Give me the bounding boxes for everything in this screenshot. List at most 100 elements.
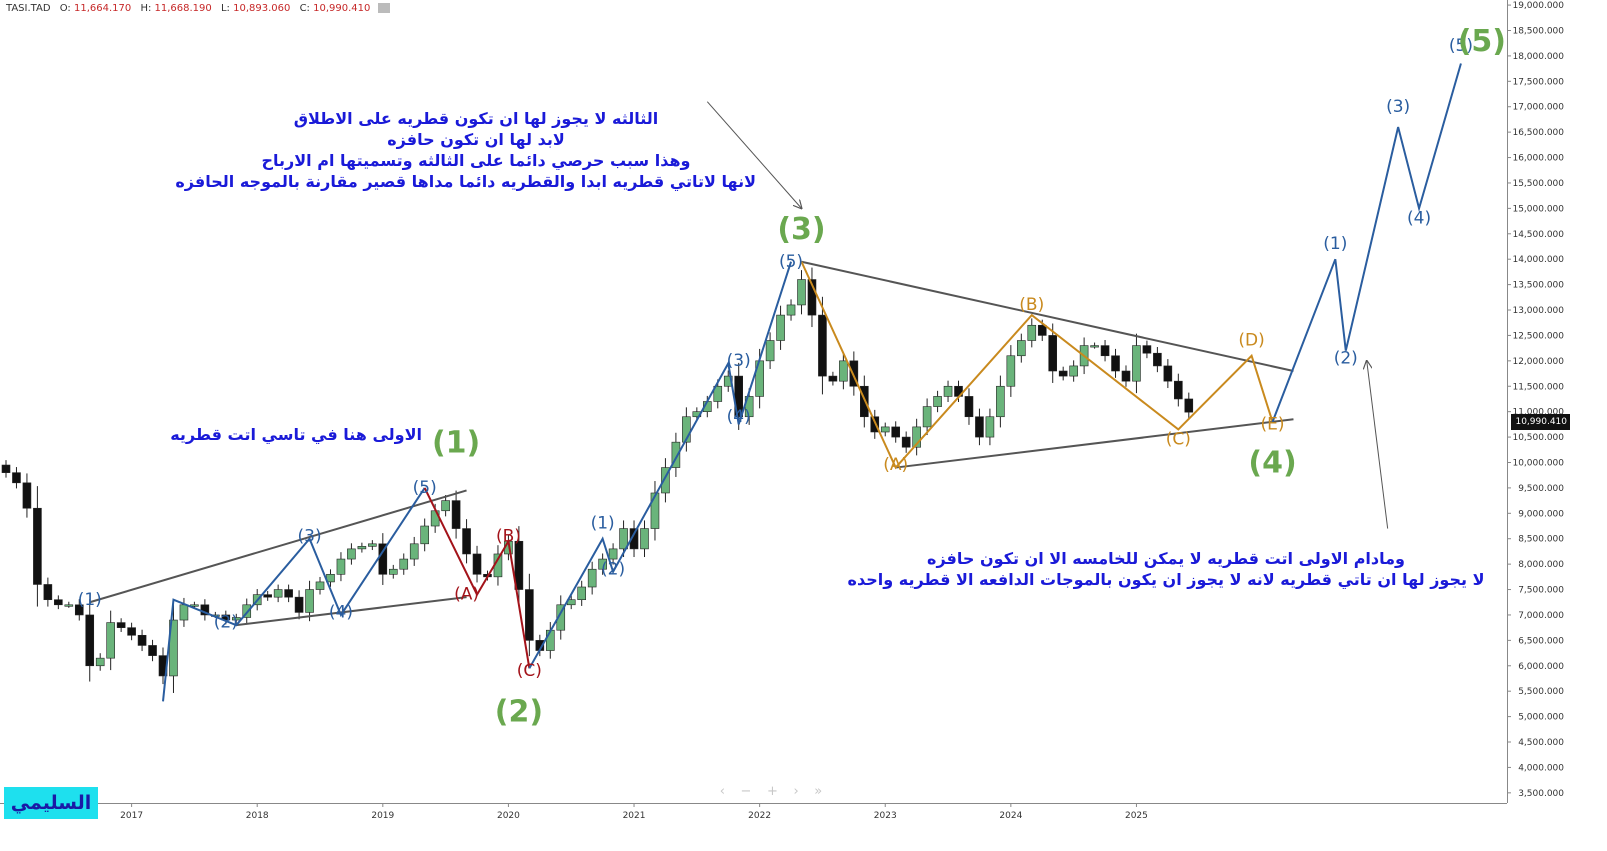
- y-tick-label: 11,500.000: [1512, 382, 1564, 392]
- y-tick-label: 16,500.000: [1512, 128, 1564, 138]
- scroll-left-icon[interactable]: ‹: [719, 783, 725, 799]
- trend-line: [801, 260, 1294, 372]
- y-tick-label: 11,000.000: [1512, 408, 1564, 418]
- candle: [127, 627, 136, 636]
- candle: [849, 360, 859, 387]
- wave-path: [1271, 63, 1462, 423]
- y-tick-label: 18,500.000: [1512, 26, 1564, 36]
- chart-nav-controls: ‹ − + › »: [712, 783, 830, 799]
- candle: [577, 586, 586, 601]
- candle: [556, 604, 566, 631]
- candle: [420, 525, 429, 545]
- candle: [786, 304, 796, 316]
- candle: [315, 581, 325, 590]
- candle: [54, 599, 63, 606]
- wave-label: (1): [78, 590, 102, 610]
- y-tick-label: 9,500.000: [1518, 484, 1564, 494]
- candle: [1153, 352, 1162, 367]
- candle: [336, 558, 346, 575]
- candle: [263, 594, 272, 598]
- candle: [273, 589, 283, 598]
- y-tick-label: 12,000.000: [1512, 357, 1564, 367]
- close-value: 10,990.410: [313, 3, 371, 14]
- x-tick-label: 2025: [1125, 811, 1148, 821]
- candle: [399, 558, 409, 570]
- annotation-line: الثالثه لا يجوز لها ان تكون قطريه على ال…: [293, 109, 659, 128]
- candle: [922, 406, 932, 428]
- open-label: O:: [59, 3, 71, 14]
- wave-label: (D): [1238, 331, 1264, 351]
- y-tick-label: 10,500.000: [1512, 433, 1564, 443]
- candle: [776, 314, 785, 341]
- wave-path: [162, 487, 426, 702]
- candle: [64, 604, 74, 607]
- candle: [1058, 370, 1068, 377]
- candle: [179, 604, 189, 621]
- annotation-line: الاولى هنا في تاسي اتت قطريه: [170, 425, 422, 444]
- candle: [901, 436, 911, 448]
- candle: [640, 528, 649, 550]
- candle: [106, 622, 115, 659]
- y-tick-label: 7,000.000: [1518, 611, 1564, 621]
- major-wave-label: (2): [495, 695, 543, 730]
- candle: [975, 416, 984, 438]
- close-label: C:: [299, 3, 310, 14]
- wave-label: (E): [1261, 414, 1285, 434]
- candle: [671, 441, 681, 468]
- candle: [1006, 355, 1016, 387]
- annotation-arrow: [1367, 361, 1389, 529]
- candle: [1, 464, 11, 473]
- more-icon[interactable]: [377, 3, 390, 13]
- candle: [305, 589, 314, 613]
- candle: [472, 553, 482, 575]
- annotation-fifth-wave: ومادام الاولى اتت قطريه لا يمكن للخامسه …: [846, 548, 1486, 590]
- wave-label: (C): [1166, 430, 1191, 450]
- candle: [441, 500, 450, 512]
- x-tick-label: 2020: [497, 811, 520, 821]
- major-wave-label: (5): [1458, 24, 1506, 59]
- candle: [1017, 340, 1026, 357]
- candle: [137, 634, 147, 646]
- candle: [43, 584, 53, 601]
- annotation-line: وهذا سبب حرصي دائما على الثالثه وتسميتها…: [261, 151, 691, 170]
- x-tick-label: 2017: [120, 811, 143, 821]
- candle: [116, 622, 126, 628]
- candle: [807, 279, 817, 316]
- zoom-out-icon[interactable]: −: [740, 783, 752, 799]
- candle: [860, 385, 869, 418]
- candle: [943, 385, 953, 397]
- candle: [451, 500, 461, 529]
- wave-label: (4): [727, 407, 751, 427]
- wave-label: (2): [1334, 348, 1358, 368]
- wave-label: (4): [329, 602, 353, 622]
- candle: [619, 528, 628, 550]
- candle: [1111, 355, 1120, 372]
- candle: [629, 528, 639, 550]
- y-tick-label: 12,500.000: [1512, 331, 1564, 341]
- major-wave-label: (1): [432, 425, 480, 460]
- candle: [294, 596, 304, 613]
- wave-path: [528, 261, 792, 669]
- scroll-right-icon[interactable]: ›: [793, 783, 799, 799]
- last-price-tag: 10,990.410: [1511, 414, 1570, 430]
- candle: [933, 396, 942, 407]
- candle: [284, 589, 293, 598]
- candle: [870, 416, 880, 433]
- y-tick-label: 13,000.000: [1512, 306, 1564, 316]
- candle: [828, 375, 838, 382]
- reset-scroll-icon[interactable]: »: [814, 783, 823, 799]
- y-tick-label: 5,500.000: [1518, 687, 1564, 697]
- wave-label: (A): [883, 455, 908, 475]
- candle: [1174, 380, 1183, 400]
- candle: [912, 426, 921, 448]
- zoom-in-icon[interactable]: +: [767, 783, 778, 799]
- candle: [797, 279, 806, 306]
- annotation-arrow: [706, 101, 801, 209]
- candle: [1100, 345, 1110, 357]
- candle: [242, 604, 252, 618]
- y-tick-label: 14,000.000: [1512, 255, 1564, 265]
- annotation-line: لابد لها ان تكون حافزه: [387, 130, 565, 149]
- candle: [891, 426, 901, 438]
- y-tick-label: 19,000.000: [1512, 1, 1564, 11]
